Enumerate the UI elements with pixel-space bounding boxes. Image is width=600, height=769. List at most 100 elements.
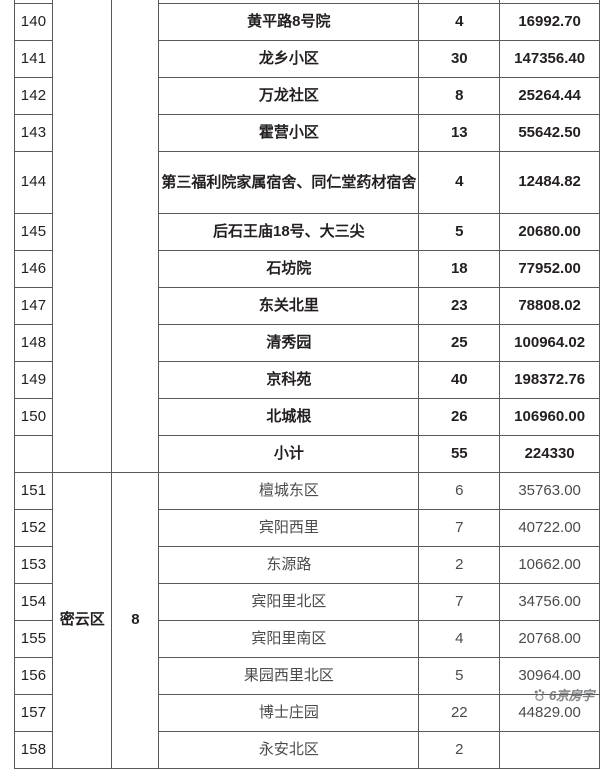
amount-cell: 20768.00 xyxy=(499,620,600,658)
community-name-cell: 石坊院 xyxy=(158,250,420,288)
units-cell: 5 xyxy=(418,213,501,251)
units-cell: 2 xyxy=(418,731,501,769)
amount-cell: 25264.44 xyxy=(499,77,600,115)
amount-cell: 106960.00 xyxy=(499,398,600,436)
row-index-cell: 156 xyxy=(13,657,54,695)
row-index-cell: 147 xyxy=(13,287,54,325)
units-cell: 40 xyxy=(418,361,501,399)
amount-cell: 198372.76 xyxy=(499,361,600,399)
amount-cell: 77952.00 xyxy=(499,250,600,288)
amount-cell: 35763.00 xyxy=(499,472,600,510)
table-row: 155 宾阳里南区 4 20768.00 xyxy=(13,620,600,658)
row-index-cell xyxy=(13,435,54,473)
table-row: 150 北城根 26 106960.00 xyxy=(13,398,600,436)
units-cell: 4 xyxy=(418,3,501,41)
row-index-cell: 150 xyxy=(13,398,54,436)
row-index-cell: 152 xyxy=(13,509,54,547)
amount-cell: 10662.00 xyxy=(499,546,600,584)
units-cell: 6 xyxy=(418,472,501,510)
district-count-cell xyxy=(111,0,160,473)
row-index-cell: 142 xyxy=(13,77,54,115)
district-cell: 密云区 xyxy=(52,472,113,769)
community-name-cell: 永安北区 xyxy=(158,731,420,769)
community-name-cell: 后石王庙18号、大三尖 xyxy=(158,213,420,251)
units-cell: 26 xyxy=(418,398,501,436)
table-row: 149 京科苑 40 198372.76 xyxy=(13,361,600,399)
table-row: 142 万龙社区 8 25264.44 xyxy=(13,77,600,115)
amount-cell: 224330 xyxy=(499,435,600,473)
amount-cell: 30964.00 xyxy=(499,657,600,695)
community-name-cell: 万龙社区 xyxy=(158,77,420,115)
table-row: 156 果园西里北区 5 30964.00 xyxy=(13,657,600,695)
units-cell: 4 xyxy=(418,620,501,658)
row-index-cell: 140 xyxy=(13,3,54,41)
units-cell: 22 xyxy=(418,694,501,732)
amount-cell xyxy=(499,731,600,769)
units-cell: 5 xyxy=(418,657,501,695)
community-name-cell: 檀城东区 xyxy=(158,472,420,510)
row-index-cell: 151 xyxy=(13,472,54,510)
amount-cell: 100964.02 xyxy=(499,324,600,362)
amount-cell: 40722.00 xyxy=(499,509,600,547)
units-cell: 7 xyxy=(418,583,501,621)
units-cell: 18 xyxy=(418,250,501,288)
community-name-cell: 宾阳里南区 xyxy=(158,620,420,658)
units-cell: 13 xyxy=(418,114,501,152)
row-index-cell: 158 xyxy=(13,731,54,769)
district-count-cell: 8 xyxy=(111,472,160,769)
units-cell: 8 xyxy=(418,77,501,115)
amount-cell: 147356.40 xyxy=(499,40,600,78)
table-row: 148 清秀园 25 100964.02 xyxy=(13,324,600,362)
units-cell: 7 xyxy=(418,509,501,547)
community-name-cell: 小计 xyxy=(158,435,420,473)
units-cell: 25 xyxy=(418,324,501,362)
housing-subsidy-table: 139金达园1363198.10140黄平路8号院416992.70141龙乡小… xyxy=(13,0,600,769)
row-index-cell: 146 xyxy=(13,250,54,288)
amount-cell: 55642.50 xyxy=(499,114,600,152)
community-name-cell: 博士庄园 xyxy=(158,694,420,732)
amount-cell: 20680.00 xyxy=(499,213,600,251)
table-row: 140 黄平路8号院 4 16992.70 xyxy=(13,3,600,41)
units-cell: 4 xyxy=(418,151,501,214)
amount-cell: 16992.70 xyxy=(499,3,600,41)
table-body: 139金达园1363198.10140黄平路8号院416992.70141龙乡小… xyxy=(13,0,600,769)
table-row: 152 宾阳西里 7 40722.00 xyxy=(13,509,600,547)
community-name-cell: 宾阳西里 xyxy=(158,509,420,547)
community-name-cell: 龙乡小区 xyxy=(158,40,420,78)
district-cell xyxy=(52,0,113,473)
table-sheet: 139金达园1363198.10140黄平路8号院416992.70141龙乡小… xyxy=(13,0,600,769)
amount-cell: 78808.02 xyxy=(499,287,600,325)
units-cell: 55 xyxy=(418,435,501,473)
table-row: 147 东关北里 23 78808.02 xyxy=(13,287,600,325)
row-index-cell: 141 xyxy=(13,40,54,78)
community-name-cell: 东源路 xyxy=(158,546,420,584)
community-name-cell: 宾阳里北区 xyxy=(158,583,420,621)
community-name-cell: 北城根 xyxy=(158,398,420,436)
amount-cell: 44829.00 xyxy=(499,694,600,732)
units-cell: 23 xyxy=(418,287,501,325)
table-row: 154 宾阳里北区 7 34756.00 xyxy=(13,583,600,621)
table-row: 145 后石王庙18号、大三尖 5 20680.00 xyxy=(13,213,600,251)
row-index-cell: 144 xyxy=(13,151,54,214)
table-row: 151 密云区 8 檀城东区 6 35763.00 xyxy=(13,472,600,769)
row-index-cell: 153 xyxy=(13,546,54,584)
row-index-cell: 148 xyxy=(13,324,54,362)
community-name-cell: 清秀园 xyxy=(158,324,420,362)
row-index-cell: 155 xyxy=(13,620,54,658)
community-name-cell: 东关北里 xyxy=(158,287,420,325)
row-index-cell: 145 xyxy=(13,213,54,251)
community-name-cell: 第三福利院家属宿舍、同仁堂药材宿舍 xyxy=(158,151,420,214)
amount-cell: 12484.82 xyxy=(499,151,600,214)
community-name-cell: 京科苑 xyxy=(158,361,420,399)
row-index-cell: 157 xyxy=(13,694,54,732)
row-index-cell: 154 xyxy=(13,583,54,621)
table-row: 144 第三福利院家属宿舍、同仁堂药材宿舍 4 12484.82 xyxy=(13,151,600,214)
units-cell: 2 xyxy=(418,546,501,584)
community-name-cell: 黄平路8号院 xyxy=(158,3,420,41)
table-row: 139金达园1363198.10 xyxy=(13,0,600,473)
community-name-cell: 霍营小区 xyxy=(158,114,420,152)
row-index-cell: 143 xyxy=(13,114,54,152)
table-row: 143 霍营小区 13 55642.50 xyxy=(13,114,600,152)
units-cell: 30 xyxy=(418,40,501,78)
amount-cell: 34756.00 xyxy=(499,583,600,621)
